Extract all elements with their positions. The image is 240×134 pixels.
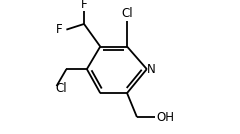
- Text: N: N: [147, 63, 156, 76]
- Text: Cl: Cl: [55, 82, 67, 95]
- Text: OH: OH: [157, 111, 175, 124]
- Text: Cl: Cl: [121, 7, 133, 20]
- Text: F: F: [81, 0, 87, 11]
- Text: F: F: [56, 23, 63, 36]
